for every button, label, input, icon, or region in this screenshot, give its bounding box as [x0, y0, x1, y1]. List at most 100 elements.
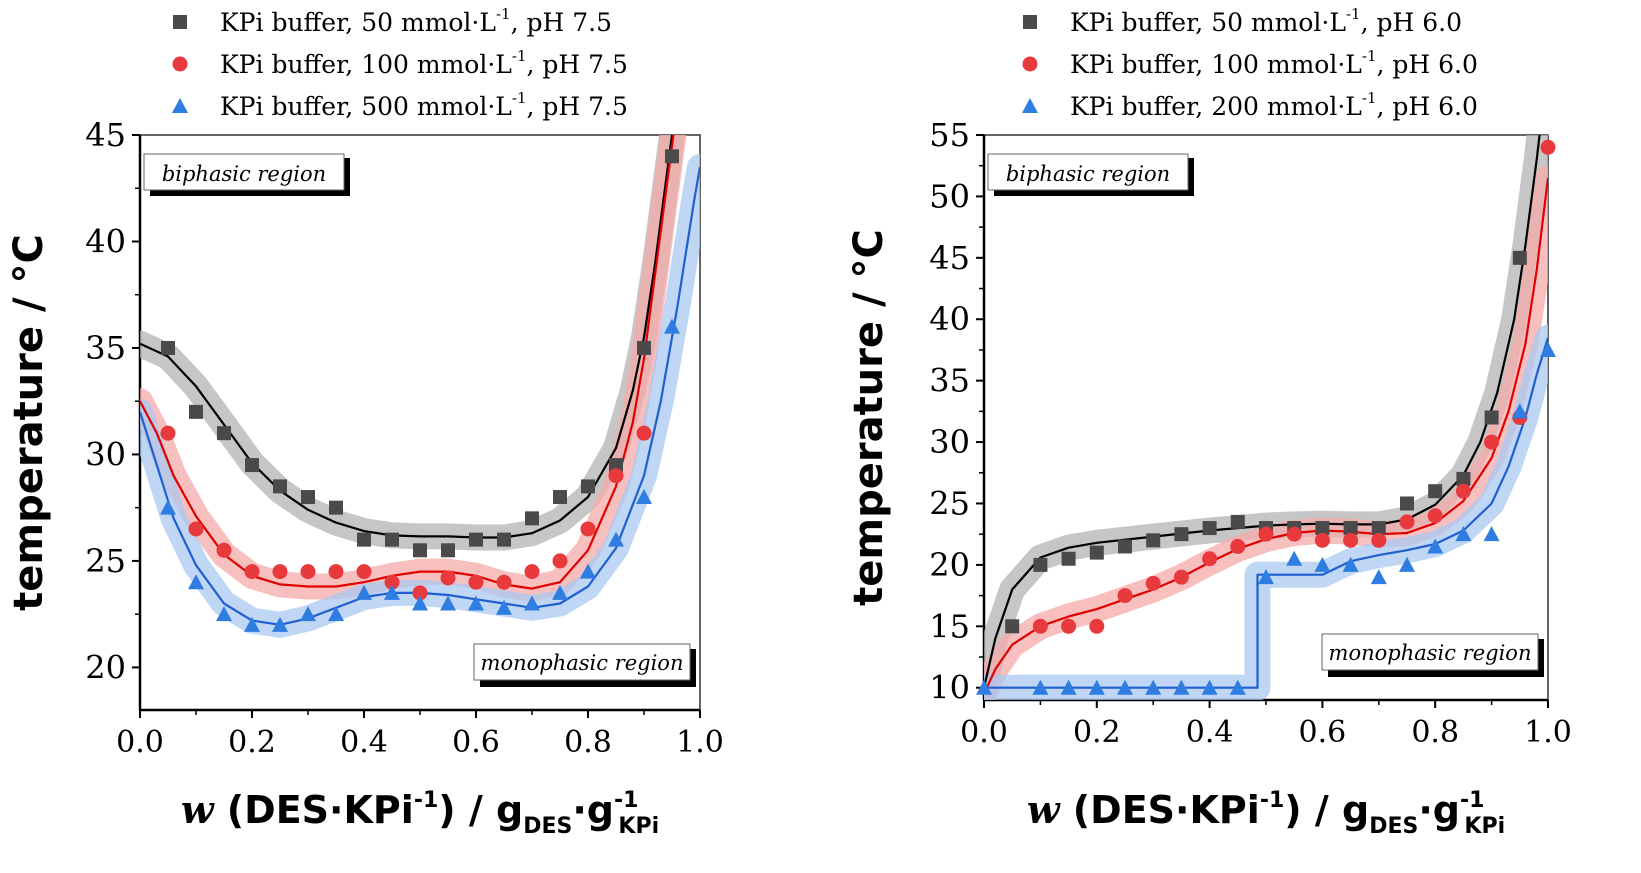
series-3-points — [160, 318, 680, 632]
y-axis-label: temperature / °C — [6, 234, 52, 611]
data-point — [1032, 679, 1049, 695]
data-point — [1258, 526, 1274, 542]
data-point — [665, 149, 679, 164]
y-tick-label: 55 — [929, 116, 970, 154]
data-point — [1343, 532, 1359, 548]
data-point — [1511, 403, 1528, 419]
data-point — [608, 468, 624, 484]
data-point — [552, 584, 568, 600]
region-label-top: biphasic region — [143, 153, 350, 196]
data-point — [636, 489, 652, 505]
series-2-points — [1032, 139, 1556, 634]
legend-label: KPi buffer, 100 mmol·L-1, pH 6.0 — [1070, 47, 1478, 79]
chart-1: biphasic region monophasic region 20 25 30 35… — [6, 5, 724, 839]
data-point — [552, 553, 568, 569]
legend-entry: KPi buffer, 500 mmol·L-1, pH 7.5 — [172, 89, 628, 121]
data-point — [1202, 521, 1217, 536]
data-point — [1455, 483, 1471, 499]
data-point — [1286, 550, 1303, 566]
data-point — [1145, 575, 1161, 591]
data-point — [272, 564, 288, 580]
region-label-bottom: monophasic region — [473, 643, 696, 687]
data-point — [637, 340, 651, 355]
chart-2: biphasic region monophasic region 10 15 20 25… — [846, 5, 1572, 839]
legend-marker — [173, 15, 187, 29]
data-point — [300, 606, 316, 622]
data-point — [1230, 538, 1246, 554]
data-point — [1032, 618, 1048, 634]
legend-label: KPi buffer, 200 mmol·L-1, pH 6.0 — [1070, 89, 1478, 121]
legend-entry: KPi buffer, 50 mmol·L-1, pH 7.5 — [173, 5, 612, 37]
data-point — [300, 564, 316, 580]
x-tick-label: 0.0 — [116, 725, 164, 760]
data-point — [496, 599, 512, 615]
data-point — [468, 595, 484, 611]
data-point — [1399, 514, 1415, 530]
x-tick-label: 0.4 — [1186, 715, 1234, 750]
x-tick-label: 0.6 — [1299, 715, 1347, 750]
data-point — [636, 425, 652, 441]
data-point — [245, 458, 259, 473]
data-point — [524, 564, 540, 580]
data-point — [1173, 679, 1190, 695]
data-point — [1400, 496, 1414, 511]
data-point — [1370, 569, 1387, 585]
series-2-points — [160, 425, 652, 601]
legend-label: KPi buffer, 50 mmol·L-1, pH 7.5 — [220, 5, 612, 37]
svg-text:biphasic region: biphasic region — [162, 162, 326, 186]
data-point — [664, 318, 680, 334]
data-point — [497, 532, 511, 547]
data-point — [1371, 532, 1387, 548]
data-point — [1512, 250, 1527, 265]
data-point — [1399, 556, 1415, 572]
x-tick-label: 1.0 — [676, 725, 724, 760]
y-tick-label: 35 — [85, 329, 126, 367]
data-point — [329, 500, 343, 515]
data-point — [216, 542, 232, 558]
legend: KPi buffer, 50 mmol·L-1, pH 7.5 KPi buffe… — [172, 5, 628, 121]
data-point — [1314, 532, 1330, 548]
y-tick-label: 40 — [85, 222, 126, 260]
y-tick-label: 45 — [929, 239, 970, 277]
data-point — [1061, 551, 1076, 566]
data-point — [1371, 521, 1386, 536]
data-point — [272, 616, 288, 632]
x-tick-label: 0.2 — [1073, 715, 1121, 750]
y-tick-label: 25 — [85, 542, 126, 580]
fit-layer — [984, 135, 1548, 700]
data-point — [1484, 410, 1499, 425]
region-label-bottom: monophasic region — [1321, 633, 1544, 677]
data-point — [216, 606, 232, 622]
data-point — [1061, 618, 1077, 634]
y-tick-label: 10 — [929, 669, 970, 707]
legend-marker — [1022, 98, 1038, 113]
legend-entry: KPi buffer, 100 mmol·L-1, pH 7.5 — [172, 47, 628, 79]
data-point — [1089, 545, 1104, 560]
fit-line-1 — [140, 135, 674, 539]
data-point — [244, 564, 260, 580]
legend-marker — [172, 98, 188, 113]
data-point — [217, 426, 231, 441]
data-point — [524, 595, 540, 611]
data-point — [189, 404, 203, 419]
data-point — [385, 532, 399, 547]
y-tick-label: 20 — [85, 648, 126, 686]
data-point — [328, 606, 344, 622]
x-axis-label: w (DES·KPi-1) / gDES·g-1 KPi — [1027, 787, 1505, 839]
data-point — [580, 521, 596, 537]
data-point — [525, 511, 539, 526]
data-point — [608, 531, 624, 547]
y-tick-label: 20 — [929, 546, 970, 584]
data-point — [412, 595, 428, 611]
svg-text:biphasic region: biphasic region — [1006, 162, 1170, 186]
data-point — [161, 340, 175, 355]
data-point — [496, 574, 512, 590]
data-point — [273, 479, 287, 494]
y-tick-label: 50 — [929, 177, 970, 215]
x-axis-label: w (DES·KPi-1) / gDES·g-1 KPi — [181, 787, 659, 839]
data-point — [1230, 514, 1245, 529]
data-point — [384, 584, 400, 600]
data-point — [328, 564, 344, 580]
data-point — [384, 574, 400, 590]
